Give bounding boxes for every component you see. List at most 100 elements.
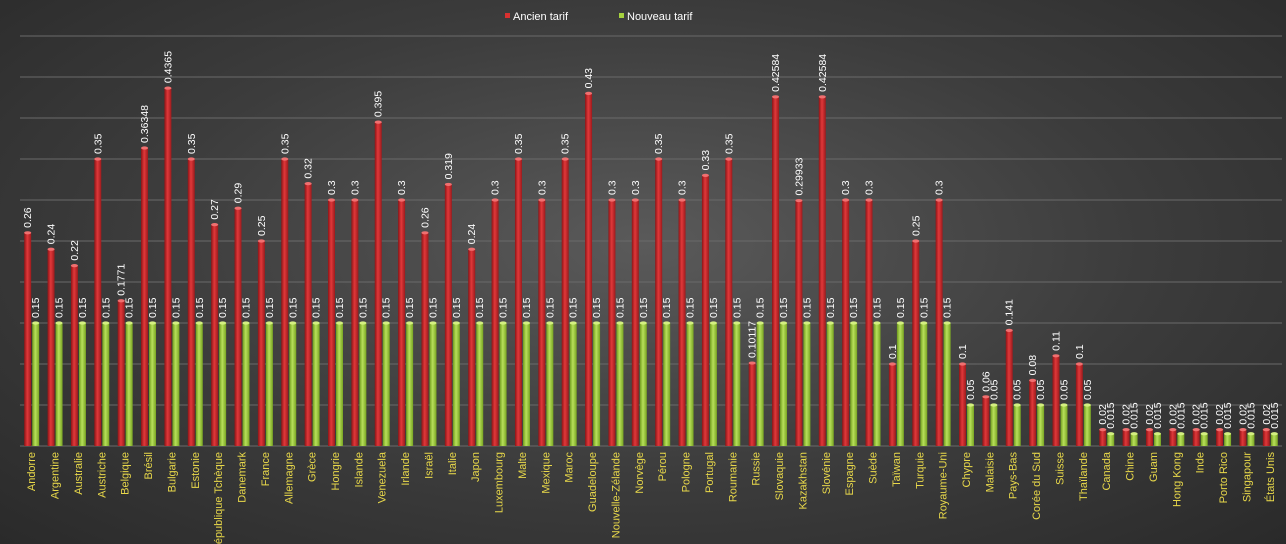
bar-old-tarif-cap bbox=[912, 239, 920, 243]
bar-new-tarif-cap bbox=[616, 321, 624, 325]
bar-old-tarif bbox=[374, 122, 382, 446]
bar-new-tarif bbox=[593, 323, 601, 446]
bar-new-tarif-cap bbox=[569, 321, 577, 325]
data-label-old: 0.42584 bbox=[817, 54, 829, 92]
bar-old-tarif-cap bbox=[211, 223, 219, 227]
bar-new-tarif-cap bbox=[1200, 432, 1208, 436]
bar-new-tarif bbox=[522, 323, 530, 446]
x-axis-tick-label: Australie bbox=[73, 452, 85, 495]
data-label-new: 0.15 bbox=[381, 297, 393, 318]
bar-new-tarif-cap bbox=[102, 321, 110, 325]
data-label-new: 0.15 bbox=[848, 297, 860, 318]
bar-old-tarif bbox=[1052, 355, 1060, 446]
bar-old-tarif bbox=[725, 159, 733, 446]
bar-old-tarif bbox=[141, 147, 149, 446]
bar-old-tarif bbox=[865, 200, 873, 446]
bar-new-tarif-cap bbox=[1153, 432, 1161, 436]
bar-old-tarif-cap bbox=[1075, 362, 1083, 366]
data-label-old: 0.32 bbox=[303, 158, 315, 179]
data-label-old: 0.35 bbox=[92, 133, 104, 154]
data-label-new: 0.15 bbox=[591, 297, 603, 318]
bar-old-tarif-cap bbox=[117, 299, 125, 303]
bar-new-tarif bbox=[1107, 433, 1115, 446]
bar-old-tarif bbox=[70, 265, 78, 446]
data-label-old: 0.4365 bbox=[162, 51, 174, 83]
bar-old-tarif bbox=[24, 232, 32, 446]
bar-new-tarif bbox=[873, 323, 881, 446]
data-label-old: 0.1771 bbox=[116, 264, 128, 296]
bar-new-tarif bbox=[172, 323, 180, 446]
bar-new-tarif-cap bbox=[499, 321, 507, 325]
x-axis-tick-label: Russie bbox=[751, 452, 763, 486]
bar-old-tarif bbox=[304, 183, 312, 446]
bar-old-tarif-cap bbox=[47, 247, 55, 251]
data-label-new: 0.15 bbox=[825, 297, 837, 318]
bar-old-tarif-cap bbox=[1122, 428, 1130, 432]
data-label-new: 0.15 bbox=[217, 297, 229, 318]
bar-old-tarif-cap bbox=[538, 198, 546, 202]
bar-old-tarif bbox=[328, 200, 335, 446]
bar-new-tarif-cap bbox=[149, 321, 157, 325]
data-label-old: 0.3 bbox=[677, 180, 689, 195]
bar-old-tarif bbox=[281, 159, 289, 446]
bar-new-tarif-cap bbox=[850, 321, 858, 325]
data-label-old: 0.3 bbox=[326, 180, 338, 195]
bar-old-tarif-cap bbox=[655, 157, 663, 161]
bar-old-tarif bbox=[164, 88, 172, 446]
bar-new-tarif-cap bbox=[803, 321, 811, 325]
bar-old-tarif-cap bbox=[725, 157, 733, 161]
x-axis-tick-label: Norvège bbox=[634, 452, 646, 494]
bar-new-tarif bbox=[1177, 433, 1185, 446]
bar-new-tarif bbox=[756, 323, 764, 446]
data-label-old: 0.3 bbox=[840, 180, 852, 195]
x-axis-tick-label: Suède bbox=[868, 452, 880, 484]
data-label-new: 0.15 bbox=[194, 297, 206, 318]
data-label-new: 0.15 bbox=[872, 297, 884, 318]
data-label-new: 0.15 bbox=[801, 297, 813, 318]
data-label-new: 0.15 bbox=[357, 297, 369, 318]
data-label-new: 0.15 bbox=[311, 297, 323, 318]
bar-old-tarif bbox=[912, 241, 920, 446]
data-label-old: 0.02 bbox=[1121, 404, 1133, 425]
x-axis-tick-label: Malaisie bbox=[984, 452, 996, 492]
data-label-new: 0.05 bbox=[1035, 379, 1047, 400]
bar-old-tarif bbox=[47, 249, 55, 446]
bar-new-tarif bbox=[312, 323, 320, 446]
data-label-new: 0.015 bbox=[1269, 402, 1281, 428]
bar-old-tarif-cap bbox=[141, 146, 149, 150]
data-label-new: 0.15 bbox=[451, 297, 463, 318]
bar-new-tarif-cap bbox=[593, 321, 601, 325]
bar-old-tarif bbox=[1262, 429, 1270, 446]
x-axis-tick-label: Luxembourg bbox=[494, 452, 506, 513]
bar-new-tarif-cap bbox=[312, 321, 320, 325]
bar-old-tarif-cap bbox=[187, 157, 195, 161]
x-axis-tick-label: États Unis bbox=[1264, 452, 1277, 503]
bar-old-tarif bbox=[444, 184, 452, 447]
bar-new-tarif bbox=[826, 323, 834, 446]
x-axis-tick-label: Austriche bbox=[96, 452, 108, 498]
bar-new-tarif bbox=[967, 405, 974, 446]
bar-new-tarif bbox=[125, 323, 133, 446]
data-label-old: 0.3 bbox=[864, 180, 876, 195]
data-label-old: 0.10117 bbox=[747, 321, 759, 358]
data-label-new: 0.15 bbox=[708, 297, 720, 318]
bar-new-tarif-cap bbox=[1013, 403, 1021, 407]
data-label-old: 0.29 bbox=[233, 183, 245, 204]
x-axis-tick-label: Pérou bbox=[657, 452, 669, 481]
bar-old-tarif-cap bbox=[1239, 428, 1247, 432]
bar-new-tarif-cap bbox=[522, 321, 530, 325]
data-label-new: 0.05 bbox=[988, 379, 1000, 400]
data-label-new: 0.05 bbox=[1082, 379, 1094, 400]
bar-old-tarif-cap bbox=[1029, 378, 1037, 382]
bar-new-tarif-cap bbox=[265, 321, 273, 325]
x-axis-tick-label: Maroc bbox=[564, 452, 576, 483]
bar-new-tarif bbox=[896, 323, 904, 446]
bar-new-tarif-cap bbox=[780, 321, 788, 325]
x-axis-tick-label: Corée du Sud bbox=[1031, 452, 1043, 520]
bar-new-tarif-cap bbox=[967, 403, 974, 407]
bar-new-tarif-cap bbox=[826, 321, 834, 325]
x-axis-tick-label: Israël bbox=[423, 452, 435, 479]
bar-new-tarif-cap bbox=[359, 321, 367, 325]
bar-new-tarif-cap bbox=[943, 321, 951, 325]
